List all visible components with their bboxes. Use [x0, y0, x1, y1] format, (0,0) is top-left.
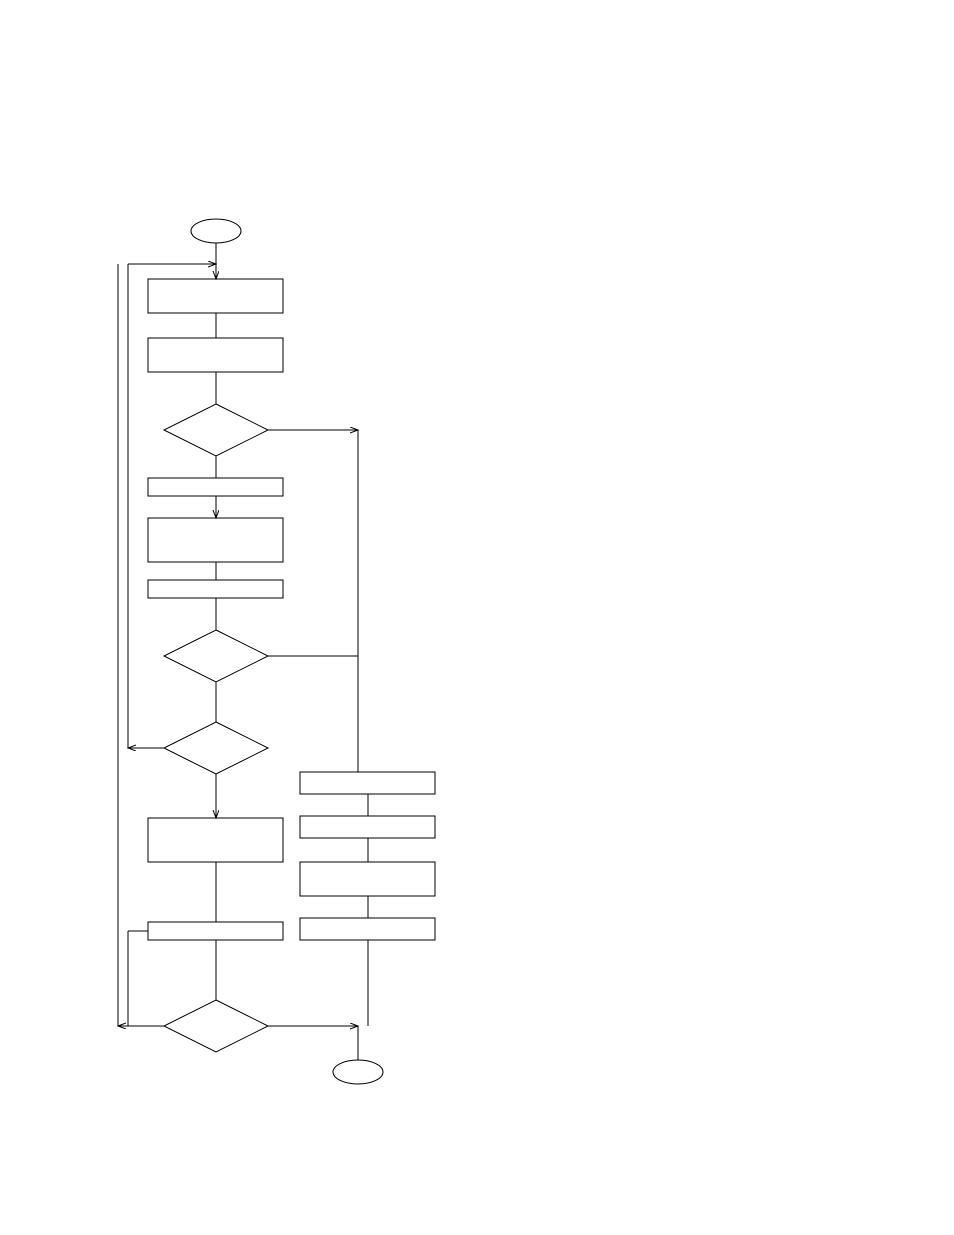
node-d3: [164, 722, 268, 774]
node-r4: [300, 918, 435, 940]
edges-group: [118, 243, 368, 1060]
node-d2: [164, 630, 268, 682]
nodes-group: [148, 219, 435, 1084]
node-d4: [164, 1000, 268, 1052]
node-s3: [148, 922, 283, 940]
node-p1: [148, 279, 283, 313]
node-p3: [148, 518, 283, 562]
node-r2: [300, 816, 435, 838]
node-d1: [164, 404, 268, 456]
node-s1: [148, 478, 283, 496]
node-end: [333, 1060, 383, 1084]
node-p4: [148, 818, 283, 862]
flowchart-diagram: [0, 0, 954, 1235]
node-p2: [148, 338, 283, 372]
node-r1: [300, 772, 435, 794]
node-r3: [300, 862, 435, 896]
node-s2: [148, 580, 283, 598]
node-start: [191, 219, 241, 243]
